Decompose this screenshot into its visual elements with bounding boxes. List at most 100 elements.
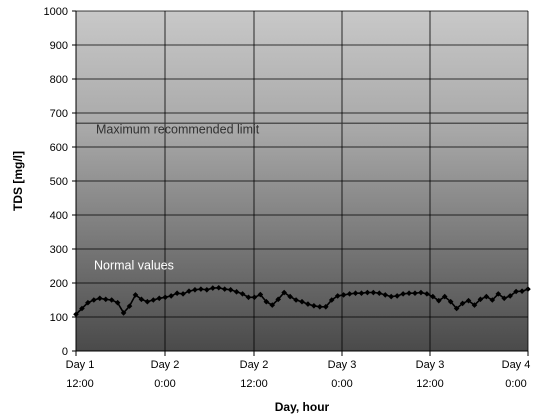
data-point	[406, 290, 412, 296]
data-point	[459, 300, 466, 307]
data-point	[138, 296, 145, 303]
data-point	[358, 290, 365, 296]
data-point	[132, 292, 139, 298]
data-point	[477, 296, 484, 303]
data-point	[293, 297, 299, 303]
data-point	[501, 295, 508, 302]
data-point	[513, 288, 519, 295]
x-tick-label-day: Day 3	[416, 359, 445, 371]
x-tick-label-day: Day 4	[502, 359, 531, 371]
x-axis-title: Day, hour	[275, 400, 330, 414]
y-tick-label: 500	[50, 176, 68, 188]
data-point	[412, 290, 418, 296]
data-point	[245, 294, 252, 301]
data-point	[418, 289, 424, 296]
data-point	[180, 291, 186, 297]
data-point	[215, 284, 222, 291]
data-point	[352, 290, 359, 296]
x-tick-label-hour: 12:00	[416, 378, 444, 390]
data-point	[239, 291, 246, 297]
y-tick-label: 100	[50, 312, 68, 324]
y-tick-label: 400	[50, 210, 68, 222]
data-point	[204, 287, 210, 293]
data-point	[317, 304, 323, 310]
data-point	[281, 289, 287, 296]
data-point	[162, 294, 169, 301]
data-point	[519, 288, 525, 294]
data-point	[394, 293, 400, 299]
data-point	[483, 293, 490, 300]
data-point	[150, 297, 157, 303]
y-tick-label: 1000	[44, 6, 68, 18]
data-point	[370, 289, 377, 296]
data-point	[400, 291, 406, 297]
data-point	[376, 290, 383, 296]
data-point	[91, 297, 97, 303]
y-tick-label: 800	[50, 74, 68, 86]
data-point	[334, 293, 341, 299]
data-point	[85, 299, 91, 306]
data-point	[221, 286, 228, 292]
x-tick-label-day: Day 3	[328, 359, 357, 371]
data-point	[364, 289, 371, 296]
x-tick-label-hour: 12:00	[240, 378, 268, 390]
y-axis-title: TDS [mg/l]	[11, 151, 25, 211]
x-tick-label-hour: 0:00	[505, 378, 526, 390]
data-point	[311, 302, 317, 309]
y-tick-label: 600	[50, 142, 68, 154]
data-point	[108, 297, 115, 303]
data-point	[102, 296, 109, 303]
annotation-maximum-recommended-limit: Maximum recommended limit	[96, 122, 260, 136]
data-point	[120, 310, 127, 316]
data-point	[287, 293, 293, 300]
data-point	[227, 287, 234, 293]
x-tick-labels: Day 1 12:00 Day 2 0:00 Day 2 12:00 Day 3 0:00 Da…	[66, 359, 531, 390]
data-point	[340, 292, 347, 298]
data-point	[441, 293, 448, 300]
series-tds	[73, 284, 531, 318]
annotation-normal-values: Normal values	[94, 258, 174, 272]
data-point	[328, 297, 335, 303]
axes	[72, 10, 529, 356]
data-point	[489, 297, 496, 303]
data-point	[251, 294, 258, 301]
data-point	[447, 298, 454, 305]
data-point	[453, 305, 460, 312]
data-point	[299, 298, 305, 305]
y-tick-label: 200	[50, 278, 68, 290]
data-point	[435, 297, 442, 304]
data-point	[257, 291, 264, 298]
data-point	[430, 293, 436, 300]
y-tick-labels: 0 100 200 300 400 500 600 700 800 900 1000	[44, 6, 68, 358]
data-point	[192, 287, 198, 293]
data-point	[424, 291, 430, 297]
x-tick-label-day: Day 1	[66, 359, 95, 371]
data-point	[388, 293, 395, 300]
data-point	[156, 295, 163, 302]
data-point	[322, 304, 329, 310]
x-tick-label-hour: 12:00	[66, 378, 94, 390]
data-point	[79, 305, 85, 312]
data-point	[305, 301, 311, 307]
y-tick-label: 300	[50, 244, 68, 256]
data-point	[168, 293, 174, 299]
y-tick-label: 700	[50, 108, 68, 120]
data-point	[275, 296, 282, 303]
x-tick-label-day: Day 2	[151, 359, 180, 371]
data-point	[233, 289, 240, 295]
x-tick-label-hour: 0:00	[154, 378, 175, 390]
data-point	[507, 293, 513, 299]
y-tick-label: 0	[62, 346, 68, 358]
data-point	[186, 288, 192, 294]
data-point	[525, 286, 531, 292]
data-point	[114, 299, 121, 306]
data-point	[471, 302, 478, 308]
data-point	[465, 297, 472, 304]
y-tick-label: 900	[50, 40, 68, 52]
gridlines	[76, 10, 529, 351]
x-tick-label-hour: 0:00	[331, 378, 352, 390]
data-point	[263, 298, 270, 305]
data-point	[144, 298, 151, 305]
data-point	[269, 302, 276, 308]
